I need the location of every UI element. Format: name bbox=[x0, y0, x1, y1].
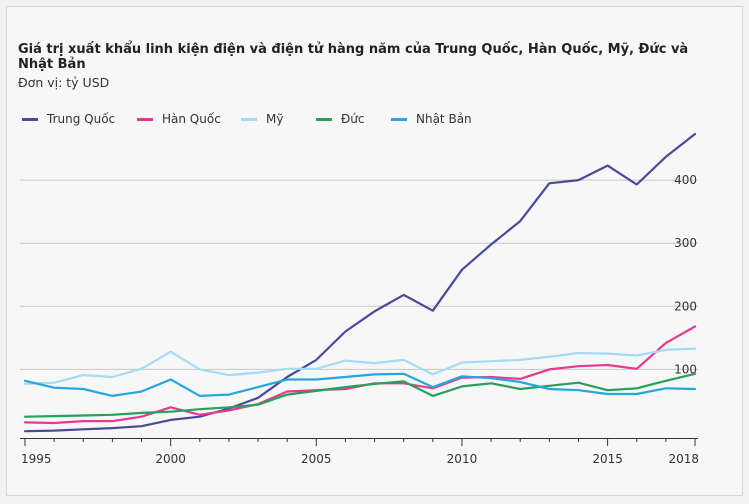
series-line-0 bbox=[23, 132, 697, 433]
legend-swatch bbox=[316, 117, 332, 121]
x-tick-label: 2010 bbox=[447, 452, 478, 466]
chart-title: Giá trị xuất khẩu linh kiện điện và điện… bbox=[18, 42, 689, 72]
series-line-2 bbox=[23, 347, 697, 385]
chart-subtitle: Đơn vị: tỷ USD bbox=[18, 75, 110, 90]
y-tick-label: 300 bbox=[674, 236, 697, 250]
series-line-3 bbox=[23, 372, 697, 418]
legend-label: Hàn Quốc bbox=[162, 112, 221, 126]
series-line-4 bbox=[23, 372, 697, 397]
legend-label: Mỹ bbox=[266, 112, 284, 126]
x-tick-label: 2015 bbox=[592, 452, 623, 466]
x-tick-label: 2000 bbox=[155, 452, 186, 466]
legend-item-trung-quoc: Trung Quốc bbox=[22, 112, 137, 126]
legend-item-nhat-ban: Nhật Bản bbox=[391, 112, 472, 126]
legend-swatch bbox=[241, 117, 257, 121]
legend-item-duc: Đức bbox=[316, 112, 391, 126]
legend: Trung Quốc Hàn Quốc Mỹ Đức Nhật Bản bbox=[22, 110, 472, 128]
y-tick-label: 400 bbox=[674, 173, 697, 187]
legend-swatch bbox=[22, 117, 38, 121]
legend-label: Nhật Bản bbox=[416, 112, 472, 126]
legend-item-my: Mỹ bbox=[241, 112, 316, 126]
y-tick-label: 200 bbox=[674, 299, 697, 313]
y-tick-label: 100 bbox=[674, 362, 697, 376]
legend-label: Đức bbox=[341, 112, 365, 126]
legend-swatch bbox=[137, 117, 153, 121]
legend-swatch bbox=[391, 117, 407, 121]
x-tick-label: 2018 bbox=[668, 452, 699, 466]
legend-item-han-quoc: Hàn Quốc bbox=[137, 112, 241, 126]
x-tick-label: 2005 bbox=[301, 452, 332, 466]
x-tick-label: 1995 bbox=[21, 452, 52, 466]
legend-label: Trung Quốc bbox=[47, 112, 116, 126]
